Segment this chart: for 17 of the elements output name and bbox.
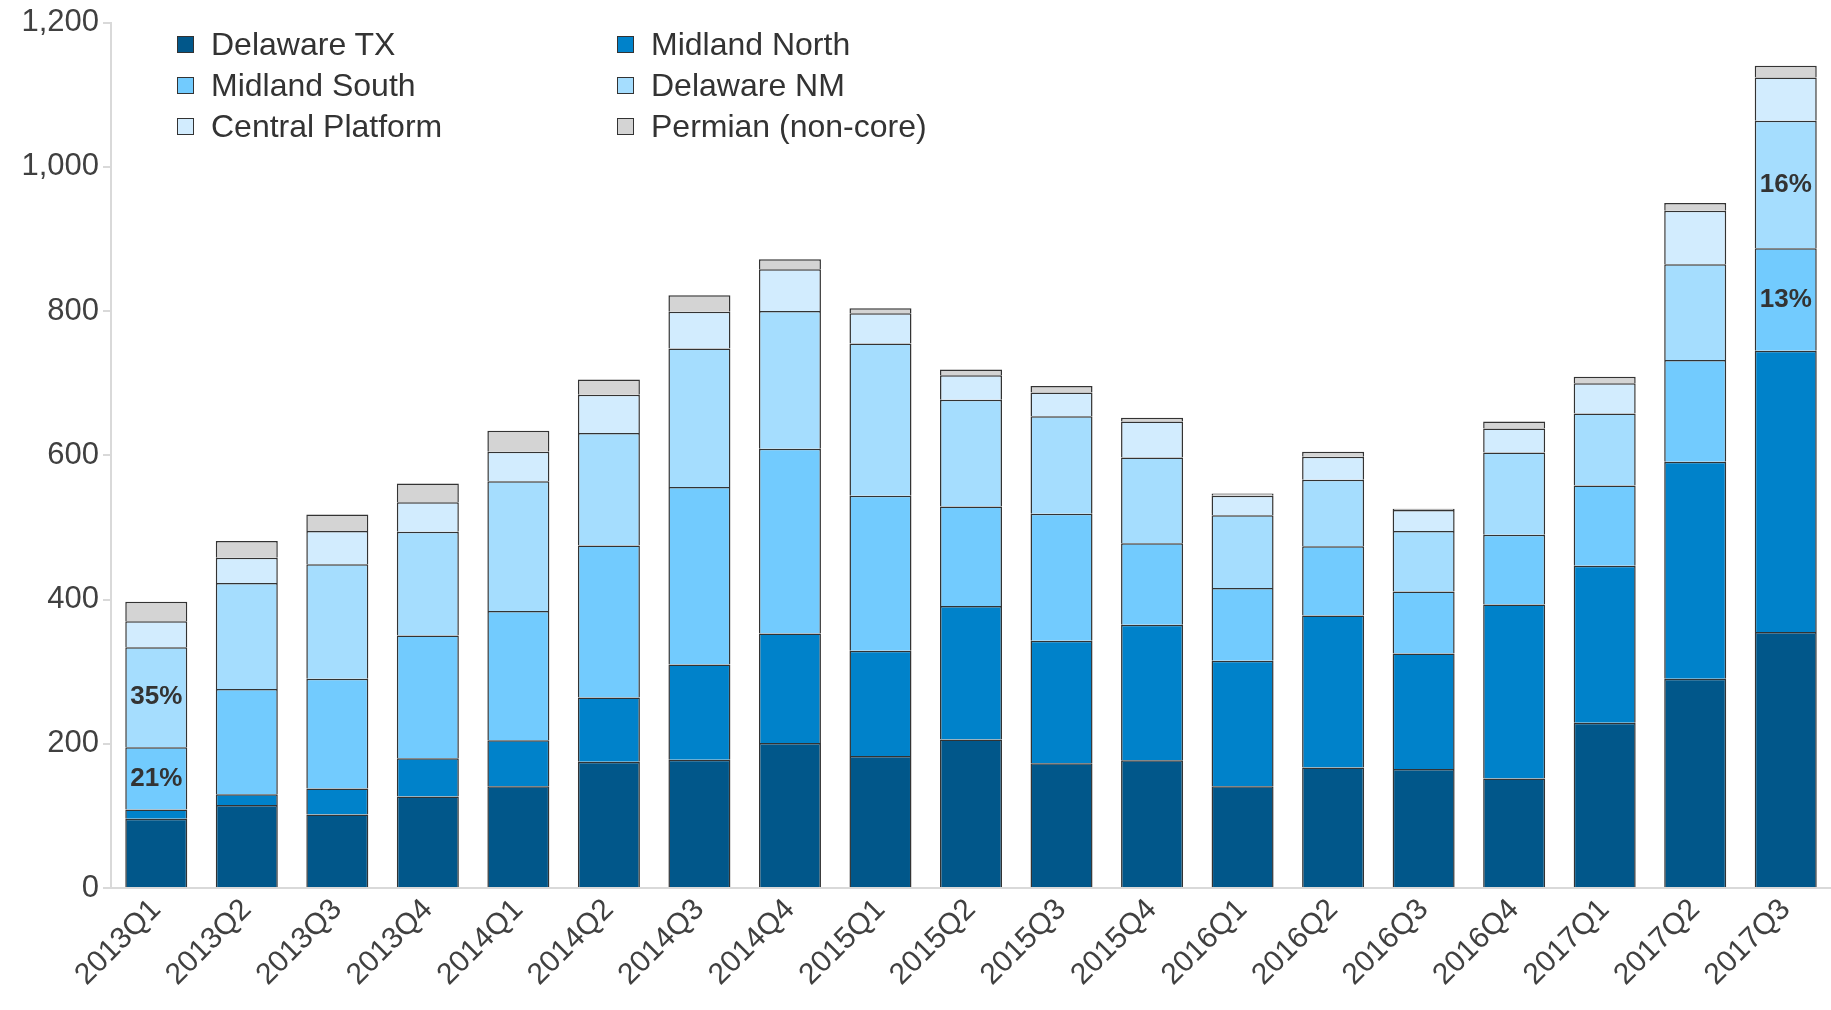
annotation: 21% — [130, 761, 183, 792]
annotation: 35% — [130, 680, 183, 711]
y-tick-label: 1,000 — [21, 147, 99, 183]
legend-label: Central Platform — [211, 107, 443, 145]
legend-label: Delaware TX — [211, 25, 396, 63]
y-tick-label: 1,200 — [21, 3, 99, 39]
y-tick-label: 600 — [47, 435, 99, 471]
y-tick-label: 0 — [81, 868, 99, 904]
y-tick-label: 800 — [47, 291, 99, 327]
legend-label: Midland North — [651, 25, 851, 63]
legend-label: Delaware NM — [651, 66, 845, 104]
annotation: 13% — [1759, 282, 1812, 313]
y-tick-label: 200 — [47, 724, 99, 760]
legend-label: Midland South — [211, 66, 416, 104]
y-tick-label: 400 — [47, 580, 99, 616]
annotation: 16% — [1759, 167, 1812, 198]
legend-label: Permian (non-core) — [651, 107, 927, 145]
